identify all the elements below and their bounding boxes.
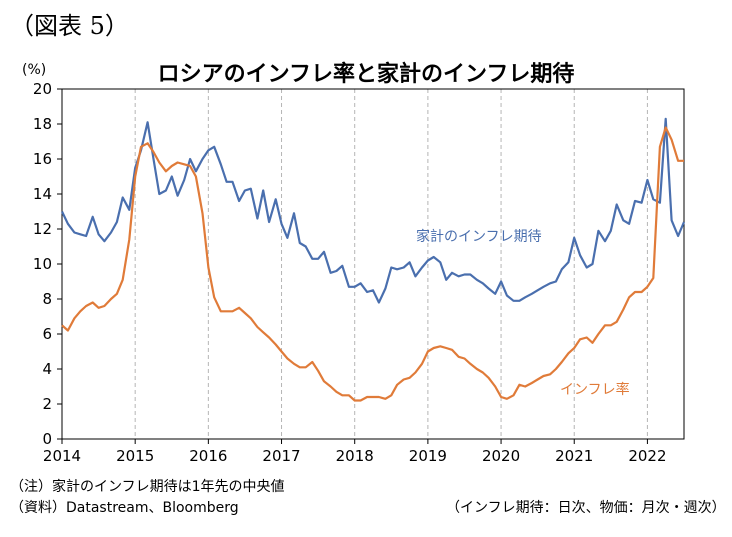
x-tick-label-2021: 2021 [555, 447, 593, 465]
y-tick-label-18: 18 [33, 115, 52, 133]
chart-title: ロシアのインフレ率と家計のインフレ期待 [157, 62, 575, 87]
series-line-inflation [61, 126, 684, 402]
x-tick-label-2016: 2016 [189, 447, 227, 465]
y-tick-label-4: 4 [42, 360, 52, 378]
y-tick-label-20: 20 [33, 80, 52, 98]
y-tick-label-0: 0 [42, 430, 52, 448]
x-tick-label-2019: 2019 [409, 447, 447, 465]
series-lines [61, 117, 686, 402]
figure-label: （図表 5） [10, 12, 129, 40]
y-tick-label-14: 14 [33, 185, 52, 203]
note-frequency: （インフレ期待：日次、物価：月次・週次） [446, 500, 726, 516]
y-tick-labels: 0 2 4 6 8 10 12 14 16 18 20 [33, 80, 52, 448]
x-tick-label-2017: 2017 [262, 447, 300, 465]
y-tick-label-6: 6 [42, 325, 52, 343]
axes [57, 88, 685, 444]
note-source: （資料）Datastream、Bloomberg [10, 500, 239, 516]
y-tick-label-2: 2 [42, 395, 52, 413]
note-definition: （注）家計のインフレ期待は1年先の中央値 [10, 479, 285, 495]
x-tick-label-2015: 2015 [116, 447, 154, 465]
x-tick-label-2018: 2018 [336, 447, 374, 465]
y-tick-label-8: 8 [42, 290, 52, 308]
x-tick-label-2022: 2022 [628, 447, 666, 465]
series-line-expectation [61, 117, 686, 304]
x-tick-label-2020: 2020 [482, 447, 520, 465]
x-tick-label-2014: 2014 [43, 447, 81, 465]
annotation-inflation-label: インフレ率 [560, 381, 630, 398]
y-tick-label-10: 10 [33, 255, 52, 273]
y-tick-label-16: 16 [33, 150, 52, 168]
y-axis-unit: (%) [22, 62, 47, 78]
annotation-expectation-label: 家計のインフレ期待 [416, 228, 542, 245]
x-tick-labels: 2014 2015 2016 2017 2018 2019 2020 2021 2022 [43, 447, 667, 465]
y-tick-label-12: 12 [33, 220, 52, 238]
